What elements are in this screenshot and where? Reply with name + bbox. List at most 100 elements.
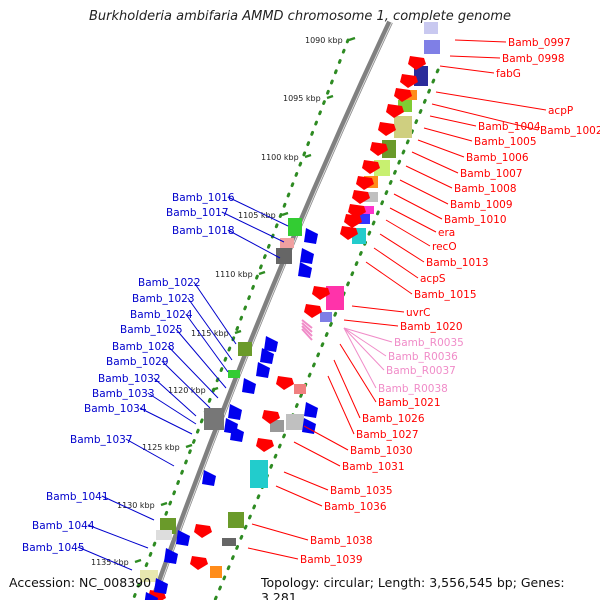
gene-arrow-minus bbox=[256, 362, 270, 378]
gene-label-minus: Bamb_1041 bbox=[46, 491, 109, 503]
gene-label-plus: Bamb_1030 bbox=[350, 445, 413, 457]
accession-text: Accession: NC_008390 bbox=[9, 575, 152, 590]
rna-mark bbox=[301, 322, 313, 333]
label-leader bbox=[339, 343, 377, 403]
label-leader bbox=[101, 495, 155, 521]
tick-label: 1130 kbp bbox=[117, 501, 155, 510]
label-leader bbox=[333, 359, 361, 419]
gene-arrow-minus bbox=[242, 378, 256, 394]
tick-mark bbox=[258, 270, 266, 276]
gene-arrow-minus bbox=[304, 402, 318, 418]
tick-mark bbox=[348, 36, 356, 42]
gene-arrow-plus bbox=[276, 376, 294, 390]
gene-label-plus: fabG bbox=[496, 68, 521, 80]
gene-arrow-plus bbox=[352, 190, 370, 204]
gene-arrow-plus bbox=[378, 122, 396, 136]
tick-mark bbox=[326, 94, 334, 100]
label-leader bbox=[411, 151, 459, 174]
gene-arrow-minus bbox=[298, 262, 312, 278]
gene-label-plus: era bbox=[438, 227, 455, 239]
gene-block bbox=[156, 530, 172, 540]
gene-label-rna: Bamb_R0037 bbox=[386, 365, 456, 377]
tick-mark bbox=[304, 153, 312, 159]
gene-arrow-plus bbox=[262, 410, 280, 424]
gene-arrow-minus bbox=[264, 336, 278, 352]
gene-label-minus: Bamb_1033 bbox=[92, 388, 155, 400]
gene-label-plus: Bamb_1006 bbox=[466, 152, 529, 164]
label-leader bbox=[343, 327, 393, 343]
gene-label-plus: Bamb_1035 bbox=[330, 485, 393, 497]
label-leader bbox=[327, 375, 355, 435]
rna-mark bbox=[301, 325, 313, 337]
label-leader bbox=[385, 219, 431, 247]
gene-block bbox=[294, 384, 306, 394]
label-leader bbox=[87, 524, 149, 549]
label-leader bbox=[351, 305, 405, 313]
label-leader bbox=[393, 193, 443, 220]
gene-arrow-plus bbox=[370, 142, 388, 156]
gene-block bbox=[280, 238, 294, 248]
gene-block bbox=[288, 218, 302, 236]
gene-block bbox=[424, 40, 440, 54]
rna-mark bbox=[301, 319, 313, 329]
tick-mark bbox=[211, 386, 219, 392]
gene-arrow-minus bbox=[176, 530, 190, 546]
gene-block bbox=[210, 566, 222, 578]
gene-label-minus: Bamb_1024 bbox=[130, 309, 193, 321]
gene-label-plus: acpS bbox=[420, 273, 446, 285]
label-leader bbox=[193, 281, 237, 345]
label-leader bbox=[343, 327, 377, 389]
gene-block bbox=[238, 342, 252, 356]
gene-block bbox=[356, 214, 370, 224]
gene-label-minus: Bamb_1023 bbox=[132, 293, 195, 305]
label-leader bbox=[431, 103, 539, 131]
tick-label: 1090 kbp bbox=[305, 36, 343, 45]
gene-arrow-plus bbox=[194, 524, 212, 538]
gene-block bbox=[320, 312, 332, 322]
gene-label-plus: recO bbox=[432, 241, 457, 253]
gene-arrow-plus bbox=[394, 88, 412, 102]
tick-label: 1115 kbp bbox=[191, 329, 229, 338]
gene-label-plus: Bamb_1031 bbox=[342, 461, 405, 473]
gene-label-minus: Bamb_1029 bbox=[106, 356, 169, 368]
gene-label-plus: Bamb_1007 bbox=[460, 168, 523, 180]
label-leader bbox=[303, 425, 349, 451]
gene-arrow-plus bbox=[304, 304, 322, 318]
gene-label-minus: Bamb_1016 bbox=[172, 192, 235, 204]
backbone-highlight bbox=[154, 21, 393, 600]
tick-label: 1095 kbp bbox=[283, 94, 321, 103]
gene-label-plus: Bamb_1038 bbox=[310, 535, 373, 547]
gene-label-plus: Bamb_1015 bbox=[414, 289, 477, 301]
label-leader bbox=[251, 523, 309, 541]
tick-mark bbox=[134, 558, 142, 564]
gene-label-plus: Bamb_1009 bbox=[450, 199, 513, 211]
gene-label-plus: uvrC bbox=[406, 307, 431, 319]
label-leader bbox=[175, 328, 227, 389]
label-leader bbox=[167, 345, 219, 399]
tick-mark bbox=[160, 501, 168, 507]
label-leader bbox=[454, 39, 507, 43]
gene-block bbox=[270, 420, 284, 432]
label-leader bbox=[77, 546, 133, 571]
label-leader bbox=[147, 392, 197, 425]
gene-block bbox=[204, 408, 224, 430]
label-leader bbox=[283, 471, 329, 491]
gene-arrow-plus bbox=[190, 556, 208, 570]
gene-arrow-plus bbox=[356, 176, 374, 190]
gene-label-minus: Bamb_1028 bbox=[112, 341, 175, 353]
tick-label: 1120 kbp bbox=[168, 386, 206, 395]
label-leader bbox=[185, 313, 229, 373]
gene-label-plus: Bamb_1036 bbox=[324, 501, 387, 513]
gene-arrow-minus bbox=[304, 228, 318, 244]
gene-label-minus: Bamb_1044 bbox=[32, 520, 95, 532]
gene-label-minus: Bamb_1032 bbox=[98, 373, 161, 385]
gene-arrow-plus bbox=[256, 438, 274, 452]
label-leader bbox=[343, 327, 385, 371]
label-leader bbox=[423, 127, 473, 142]
label-leader bbox=[343, 327, 387, 357]
tick-mark bbox=[281, 211, 289, 217]
gene-label-plus: Bamb_1027 bbox=[356, 429, 419, 441]
tick-label: 1100 kbp bbox=[261, 153, 299, 162]
label-leader bbox=[439, 65, 495, 74]
